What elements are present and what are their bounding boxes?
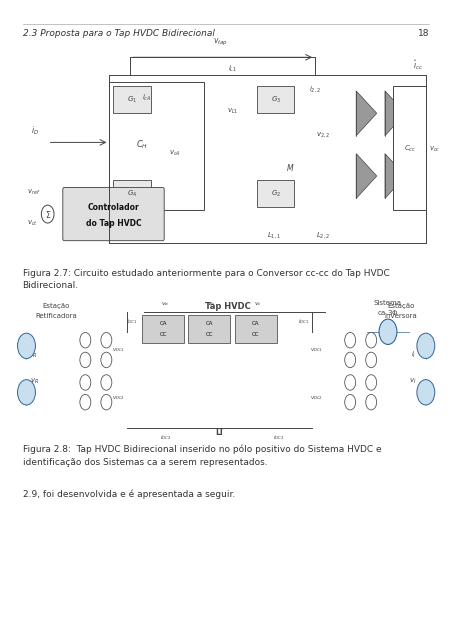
Bar — [257, 180, 294, 207]
Text: Tap HVDC: Tap HVDC — [205, 302, 251, 311]
Text: $v_{ref}$: $v_{ref}$ — [27, 188, 41, 197]
Bar — [109, 82, 203, 210]
Text: $v_{cA}$: $v_{cA}$ — [169, 149, 181, 158]
Text: Figura 2.7: Circuito estudado anteriormente para o Conversor cc-cc do Tap HVDC
B: Figura 2.7: Circuito estudado anteriorme… — [23, 269, 388, 291]
Text: Controlador: Controlador — [87, 203, 139, 212]
Text: $v_I$: $v_I$ — [409, 376, 416, 386]
Text: $v_b$: $v_b$ — [207, 300, 215, 308]
Bar — [113, 86, 150, 113]
Text: $i_{DC2}$: $i_{DC2}$ — [159, 433, 170, 442]
Polygon shape — [384, 154, 405, 198]
Text: $v_a$: $v_a$ — [161, 300, 169, 308]
Text: $M$: $M$ — [285, 161, 294, 173]
Text: Estação: Estação — [386, 303, 414, 309]
Text: $i_I$: $i_I$ — [410, 350, 415, 360]
Circle shape — [41, 205, 54, 223]
Bar — [142, 315, 184, 343]
Polygon shape — [355, 91, 376, 136]
Circle shape — [365, 394, 376, 410]
Circle shape — [80, 352, 91, 367]
Text: CA: CA — [205, 321, 212, 326]
Text: Inversora: Inversora — [383, 313, 416, 319]
Circle shape — [416, 333, 434, 358]
Text: Estação: Estação — [42, 303, 69, 309]
Text: $i_{cA}$: $i_{cA}$ — [142, 93, 152, 102]
Text: $v_{DC2}$: $v_{DC2}$ — [112, 394, 125, 403]
Text: $i_{DC1}$: $i_{DC1}$ — [298, 317, 309, 326]
Text: $\Sigma$: $\Sigma$ — [44, 209, 51, 220]
Circle shape — [80, 374, 91, 390]
Circle shape — [101, 332, 111, 348]
Circle shape — [365, 352, 376, 367]
Circle shape — [344, 394, 355, 410]
Circle shape — [378, 319, 396, 344]
Text: do Tap HVDC: do Tap HVDC — [86, 218, 141, 228]
Circle shape — [365, 374, 376, 390]
Polygon shape — [384, 91, 405, 136]
Text: $v_{L1}$: $v_{L1}$ — [226, 108, 238, 116]
Text: $v_{DC2}$: $v_{DC2}$ — [309, 394, 322, 403]
Circle shape — [416, 380, 434, 405]
Text: $i_{DC1}$: $i_{DC1}$ — [126, 317, 137, 326]
Bar — [188, 315, 230, 343]
Text: $G_3$: $G_3$ — [270, 95, 281, 105]
Text: $C_{cc}$: $C_{cc}$ — [403, 144, 415, 154]
Bar — [234, 315, 276, 343]
Text: Sistema: Sistema — [373, 300, 401, 306]
Circle shape — [344, 332, 355, 348]
Text: $\hat{\imath}_{cc}$: $\hat{\imath}_{cc}$ — [412, 58, 422, 72]
Circle shape — [365, 332, 376, 348]
Text: $L_{2,2}$: $L_{2,2}$ — [316, 230, 330, 240]
Bar — [392, 86, 425, 210]
Text: $v_R$: $v_R$ — [30, 376, 39, 386]
Circle shape — [344, 352, 355, 367]
Circle shape — [18, 333, 35, 358]
Text: $v_c$: $v_c$ — [253, 300, 261, 308]
Text: $v_{cc}$: $v_{cc}$ — [428, 145, 439, 154]
Text: $G_4$: $G_4$ — [127, 189, 137, 199]
Text: $L_{1,1}$: $L_{1,1}$ — [266, 230, 281, 240]
Polygon shape — [355, 154, 376, 198]
Text: $v_{DC1}$: $v_{DC1}$ — [112, 346, 125, 355]
Circle shape — [101, 394, 111, 410]
Text: $v_{2,2}$: $v_{2,2}$ — [315, 130, 330, 139]
Text: $i_{L1}$: $i_{L1}$ — [228, 64, 237, 74]
Bar — [257, 86, 294, 113]
Circle shape — [101, 374, 111, 390]
Circle shape — [80, 394, 91, 410]
Text: $i_D$: $i_D$ — [31, 124, 39, 137]
Circle shape — [344, 374, 355, 390]
Text: CC: CC — [251, 332, 259, 337]
Text: $v_{ct}$: $v_{ct}$ — [27, 220, 38, 228]
Text: 2.9, foi desenvolvida e é apresentada a seguir.: 2.9, foi desenvolvida e é apresentada a … — [23, 490, 235, 499]
Circle shape — [18, 380, 35, 405]
Circle shape — [101, 352, 111, 367]
Text: $i_{DC2}$: $i_{DC2}$ — [272, 433, 284, 442]
Text: Figura 2.8:  Tap HVDC Bidirecional inserido no pólo positivo do Sistema HVDC e
i: Figura 2.8: Tap HVDC Bidirecional inseri… — [23, 445, 380, 467]
Text: CC: CC — [159, 332, 166, 337]
Text: $G_2$: $G_2$ — [270, 189, 281, 199]
Text: 2.3 Proposta para o Tap HVDC Bidirecional: 2.3 Proposta para o Tap HVDC Bidireciona… — [23, 29, 214, 38]
Circle shape — [80, 332, 91, 348]
FancyBboxPatch shape — [63, 188, 164, 241]
Text: CA: CA — [159, 321, 166, 326]
Text: $i_{2,2}$: $i_{2,2}$ — [308, 84, 321, 94]
Text: $v_{tap}$: $v_{tap}$ — [212, 37, 227, 48]
Text: $i_R$: $i_R$ — [32, 350, 38, 360]
Text: $v_{DC1}$: $v_{DC1}$ — [309, 346, 322, 355]
Text: ca 3$\Phi$: ca 3$\Phi$ — [376, 308, 398, 317]
Text: $C_H$: $C_H$ — [136, 138, 148, 151]
Text: 18: 18 — [417, 29, 428, 38]
Text: LT: LT — [215, 428, 224, 436]
Text: $G_1$: $G_1$ — [127, 95, 137, 105]
Text: CC: CC — [205, 332, 212, 337]
Text: CA: CA — [251, 321, 259, 326]
Bar — [113, 180, 150, 207]
Text: Retificadora: Retificadora — [35, 313, 77, 319]
